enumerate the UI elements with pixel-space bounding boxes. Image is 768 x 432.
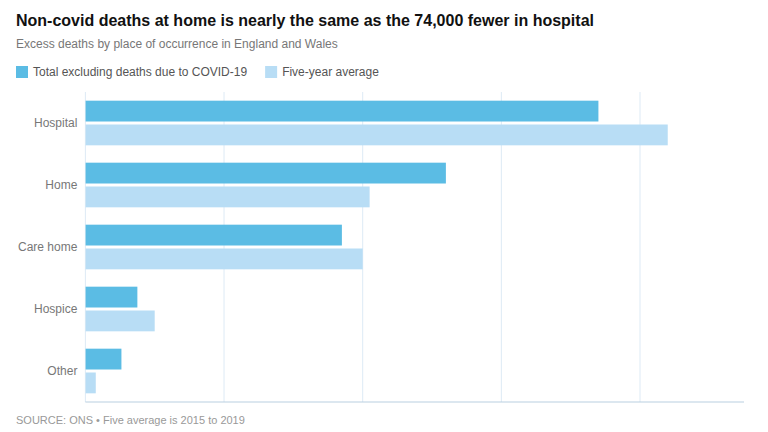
- bar: [85, 125, 667, 146]
- legend-swatch: [16, 66, 28, 78]
- legend: Total excluding deaths due to COVID-19 Fi…: [16, 65, 379, 79]
- bar: [85, 101, 598, 122]
- bar: [85, 349, 121, 370]
- bars: [85, 101, 667, 394]
- bar: [85, 287, 137, 308]
- category-label: Hospice: [34, 302, 78, 316]
- bar: [85, 187, 369, 208]
- category-label: Home: [45, 178, 77, 192]
- source-note: SOURCE: ONS • Five average is 2015 to 20…: [16, 414, 245, 426]
- category-label: Hospital: [34, 116, 77, 130]
- legend-swatch: [265, 66, 277, 78]
- category-label: Other: [47, 364, 77, 378]
- subtitle: Excess deaths by place of occurrence in …: [16, 37, 338, 51]
- bar: [85, 163, 446, 184]
- x-axis-line: [85, 402, 744, 403]
- bar: [85, 311, 154, 332]
- title: Non-covid deaths at home is nearly the s…: [16, 12, 594, 29]
- chart: Non-covid deaths at home is nearly the s…: [0, 0, 768, 432]
- bar: [85, 225, 342, 246]
- legend-label: Total excluding deaths due to COVID-19: [33, 65, 247, 79]
- background: [0, 0, 768, 432]
- category-label: Care home: [18, 240, 78, 254]
- bar: [85, 249, 362, 270]
- bar: [85, 373, 95, 394]
- legend-label: Five-year average: [282, 65, 379, 79]
